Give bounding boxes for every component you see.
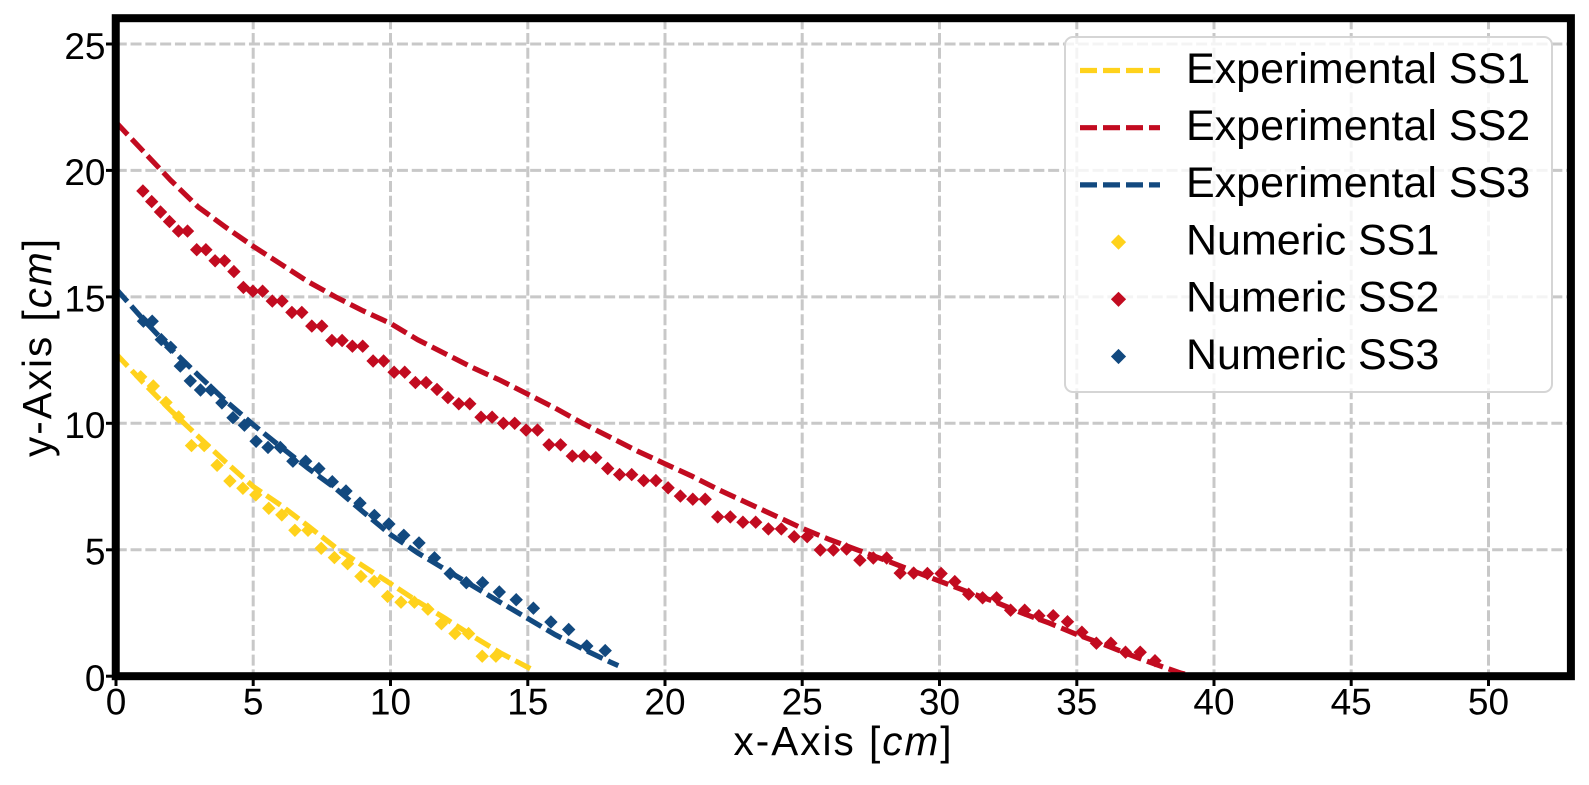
svg-text:Numeric SS1: Numeric SS1 [1186, 216, 1439, 264]
svg-text:10: 10 [64, 405, 105, 446]
svg-text:45: 45 [1331, 682, 1372, 723]
svg-text:20: 20 [64, 152, 105, 193]
svg-text:Experimental SS1: Experimental SS1 [1186, 45, 1530, 93]
svg-text:20: 20 [644, 682, 685, 723]
svg-text:Experimental SS3: Experimental SS3 [1186, 159, 1530, 207]
svg-text:50: 50 [1468, 682, 1509, 723]
svg-text:5: 5 [85, 532, 106, 573]
svg-text:10: 10 [370, 682, 411, 723]
svg-text:15: 15 [507, 682, 548, 723]
svg-text:Experimental SS2: Experimental SS2 [1186, 102, 1530, 150]
svg-text:40: 40 [1193, 682, 1234, 723]
svg-text:15: 15 [64, 279, 105, 320]
svg-text:y-Axis [cm]: y-Axis [cm] [14, 237, 60, 457]
svg-text:Numeric SS2: Numeric SS2 [1186, 274, 1439, 322]
svg-text:35: 35 [1056, 682, 1097, 723]
svg-text:25: 25 [782, 682, 823, 723]
svg-text:25: 25 [64, 26, 105, 67]
svg-text:0: 0 [85, 658, 106, 699]
svg-text:x-Axis [cm]: x-Axis [cm] [733, 718, 953, 764]
svg-text:5: 5 [243, 682, 264, 723]
svg-text:Numeric SS3: Numeric SS3 [1186, 331, 1439, 379]
svg-text:0: 0 [106, 682, 127, 723]
svg-text:30: 30 [919, 682, 960, 723]
